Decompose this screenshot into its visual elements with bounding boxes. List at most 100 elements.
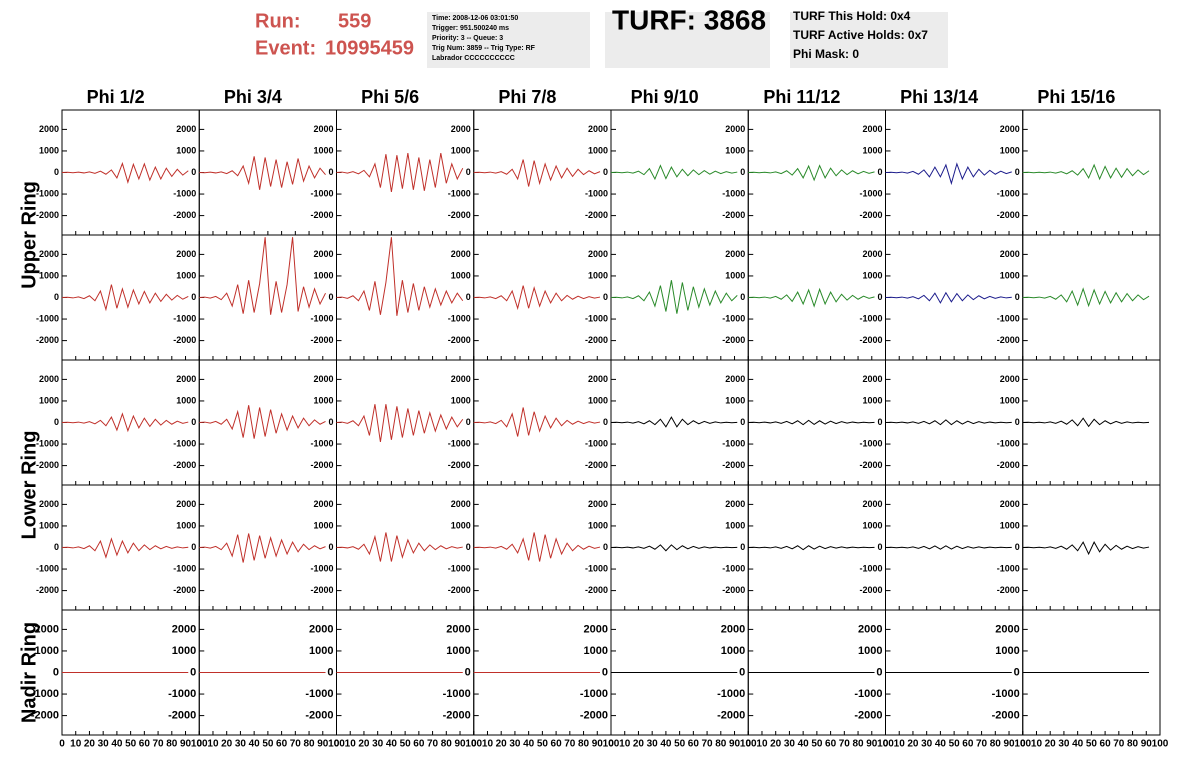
x-tick-label: 80 bbox=[303, 739, 315, 750]
y-tick-label: 0 bbox=[466, 417, 471, 427]
y-tick-label: 0 bbox=[328, 542, 333, 552]
x-tick-label: 0 bbox=[608, 739, 614, 750]
column-title: Phi 13/14 bbox=[900, 87, 978, 107]
y-tick-label: -1000 bbox=[722, 438, 745, 448]
waveform bbox=[473, 285, 601, 311]
event-number: 10995459 bbox=[325, 37, 414, 59]
y-tick-label: 1000 bbox=[862, 270, 882, 280]
y-tick-label: 2000 bbox=[862, 499, 882, 509]
x-tick-label: 0 bbox=[59, 739, 65, 750]
waveform bbox=[610, 544, 738, 552]
y-tick-label: -1000 bbox=[310, 438, 333, 448]
y-tick-label: 2000 bbox=[176, 124, 196, 134]
y-tick-label: 0 bbox=[1015, 417, 1020, 427]
turf-box bbox=[605, 12, 770, 68]
x-tick-label: 100 bbox=[191, 739, 208, 750]
y-tick-label: 2000 bbox=[309, 623, 333, 635]
x-tick-label: 40 bbox=[660, 739, 672, 750]
y-tick-label: 1000 bbox=[588, 145, 608, 155]
y-tick-label: 0 bbox=[603, 542, 608, 552]
y-tick-label: 2000 bbox=[39, 374, 59, 384]
y-tick-label: 1000 bbox=[313, 270, 333, 280]
waveform bbox=[610, 280, 738, 314]
y-tick-label: 2000 bbox=[1000, 499, 1020, 509]
x-tick-label: 90 bbox=[454, 739, 466, 750]
column-title: Phi 3/4 bbox=[224, 87, 282, 107]
y-tick-label: -1000 bbox=[585, 188, 608, 198]
x-tick-label: 10 bbox=[1031, 739, 1043, 750]
y-tick-label: -2000 bbox=[585, 585, 608, 595]
y-tick-label: -1000 bbox=[448, 188, 471, 198]
turf-info-line: Phi Mask: 0 bbox=[793, 47, 859, 61]
y-tick-label: 1000 bbox=[862, 395, 882, 405]
y-tick-label: 0 bbox=[1015, 292, 1020, 302]
y-tick-label: 1000 bbox=[995, 645, 1019, 657]
y-tick-label: -2000 bbox=[992, 710, 1020, 722]
y-tick-label: -2000 bbox=[722, 585, 745, 595]
x-tick-label: 70 bbox=[153, 739, 165, 750]
x-tick-label: 50 bbox=[537, 739, 549, 750]
x-tick-label: 100 bbox=[1014, 739, 1031, 750]
y-tick-label: -2000 bbox=[448, 585, 471, 595]
y-tick-label: -1000 bbox=[36, 313, 59, 323]
info-line: Trigger: 951.500240 ms bbox=[432, 25, 509, 32]
x-tick-label: 60 bbox=[1100, 739, 1112, 750]
y-tick-label: 0 bbox=[465, 666, 471, 678]
waveform bbox=[199, 156, 326, 190]
y-tick-label: -2000 bbox=[168, 710, 196, 722]
y-tick-label: 2000 bbox=[858, 623, 882, 635]
x-tick-label: 30 bbox=[509, 739, 521, 750]
y-tick-label: 0 bbox=[740, 167, 745, 177]
x-tick-label: 100 bbox=[603, 739, 620, 750]
y-tick-label: -1000 bbox=[443, 688, 471, 700]
x-tick-label: 90 bbox=[729, 739, 741, 750]
y-tick-label: 1000 bbox=[309, 645, 333, 657]
x-tick-label: 30 bbox=[784, 739, 796, 750]
y-tick-label: 0 bbox=[740, 417, 745, 427]
y-tick-label: -1000 bbox=[859, 563, 882, 573]
waveform bbox=[748, 419, 875, 426]
info-box bbox=[427, 12, 590, 68]
x-tick-label: 20 bbox=[907, 739, 919, 750]
x-tick-label: 100 bbox=[740, 739, 757, 750]
x-tick-label: 30 bbox=[921, 739, 933, 750]
y-tick-label: 1000 bbox=[588, 270, 608, 280]
waveform bbox=[336, 532, 463, 562]
x-tick-label: 60 bbox=[276, 739, 288, 750]
y-tick-label: 2000 bbox=[172, 623, 196, 635]
y-tick-label: 2000 bbox=[862, 374, 882, 384]
y-tick-label: -2000 bbox=[310, 460, 333, 470]
x-tick-label: 0 bbox=[334, 739, 340, 750]
y-tick-label: -1000 bbox=[448, 313, 471, 323]
y-tick-label: 1000 bbox=[725, 145, 745, 155]
y-tick-label: 1000 bbox=[858, 645, 882, 657]
y-tick-label: 1000 bbox=[313, 145, 333, 155]
y-tick-label: 0 bbox=[1015, 542, 1020, 552]
y-tick-label: 0 bbox=[54, 292, 59, 302]
y-tick-label: 0 bbox=[54, 417, 59, 427]
y-tick-label: -2000 bbox=[585, 335, 608, 345]
y-tick-label: -1000 bbox=[36, 438, 59, 448]
y-tick-label: 2000 bbox=[588, 499, 608, 509]
y-tick-label: 2000 bbox=[451, 124, 471, 134]
y-tick-label: 1000 bbox=[172, 645, 196, 657]
y-tick-label: 0 bbox=[328, 292, 333, 302]
y-tick-label: 2000 bbox=[862, 249, 882, 259]
y-tick-label: -2000 bbox=[310, 585, 333, 595]
x-tick-label: 0 bbox=[745, 739, 751, 750]
y-tick-label: 1000 bbox=[313, 395, 333, 405]
y-tick-label: -2000 bbox=[36, 335, 59, 345]
waveform bbox=[885, 162, 1012, 186]
run-number: 559 bbox=[338, 10, 371, 32]
waveform bbox=[748, 164, 875, 182]
y-tick-label: 0 bbox=[740, 292, 745, 302]
x-tick-label: 80 bbox=[990, 739, 1002, 750]
waveform bbox=[885, 291, 1012, 304]
y-tick-label: 1000 bbox=[862, 520, 882, 530]
waveform bbox=[473, 532, 601, 562]
y-tick-label: -2000 bbox=[585, 210, 608, 220]
x-tick-label: 90 bbox=[866, 739, 878, 750]
waveform bbox=[748, 545, 875, 551]
x-tick-label: 10 bbox=[619, 739, 631, 750]
y-tick-label: 0 bbox=[466, 292, 471, 302]
